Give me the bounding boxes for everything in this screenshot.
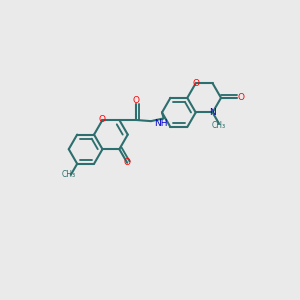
Text: CH₃: CH₃	[212, 121, 226, 130]
Text: O: O	[237, 93, 244, 102]
Text: O: O	[124, 158, 131, 167]
Text: O: O	[192, 79, 199, 88]
Text: O: O	[99, 116, 106, 124]
Text: N: N	[209, 108, 216, 117]
Text: NH: NH	[154, 119, 167, 128]
Text: O: O	[133, 96, 140, 105]
Text: CH₃: CH₃	[62, 170, 76, 179]
